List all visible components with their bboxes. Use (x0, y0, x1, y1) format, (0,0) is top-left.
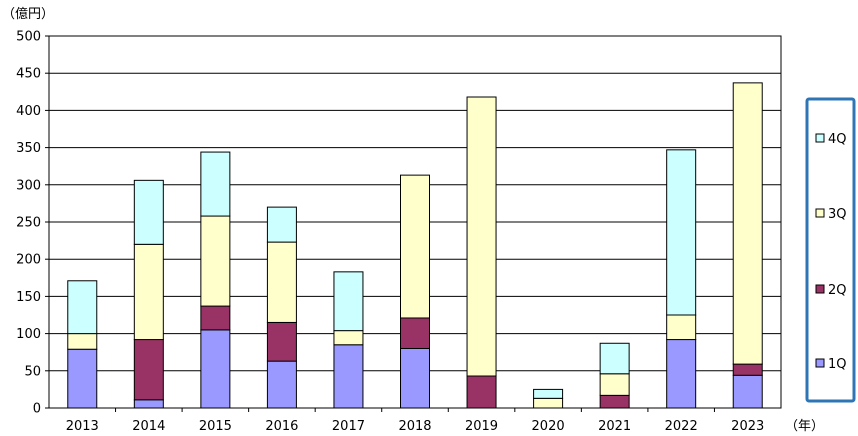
bar-segment-4q-2014 (133, 179, 164, 245)
bar-segment-3q-2015 (200, 215, 231, 307)
y-tick-label: 400 (16, 104, 41, 119)
bar-segment-1q-2016 (266, 360, 297, 409)
legend-swatch-1q (815, 358, 825, 368)
y-tick-label: 350 (16, 141, 41, 156)
bar-segment-3q-2022 (666, 314, 697, 341)
bar-segment-1q-2014 (133, 399, 164, 409)
x-axis-unit-label: （年） (785, 419, 824, 434)
legend-label-1q: 1Q (828, 357, 847, 372)
legend-swatch-4q (815, 133, 825, 143)
bar-segment-3q-2020 (533, 397, 564, 409)
legend-label-4q: 4Q (828, 132, 847, 147)
bar-segment-1q-2022 (666, 339, 697, 409)
bar-segment-3q-2017 (333, 330, 364, 346)
y-tick-label: 0 (33, 402, 41, 417)
bar-segment-2q-2016 (266, 321, 297, 362)
bar-segment-1q-2015 (200, 329, 231, 409)
y-tick-label: 150 (16, 290, 41, 305)
x-tick-label: 2020 (532, 419, 565, 434)
x-tick-label: 2014 (132, 419, 165, 434)
legend-label-3q: 3Q (828, 207, 847, 222)
bar-segment-4q-2020 (533, 388, 564, 399)
bar-segment-4q-2013 (67, 280, 98, 335)
y-axis-unit-label: （億円） (2, 6, 54, 22)
legend-box (805, 97, 856, 403)
bar-segment-2q-2021 (599, 394, 630, 409)
y-tick-label: 450 (16, 67, 41, 82)
legend-swatch-2q (815, 284, 825, 294)
bar-segment-4q-2015 (200, 151, 231, 217)
y-tick-label: 250 (16, 216, 41, 231)
legend-label-2q: 2Q (828, 283, 847, 298)
bar-segment-4q-2021 (599, 342, 630, 375)
legend-swatch-3q (815, 208, 825, 218)
x-tick-label: 2022 (665, 419, 698, 434)
bar-segment-1q-2023 (732, 374, 763, 409)
legend: 4Q 3Q 2Q 1Q (805, 97, 856, 403)
bar-segment-1q-2017 (333, 344, 364, 409)
bar-segment-3q-2014 (133, 243, 164, 341)
x-axis-ticks: 2013 2014 2015 2016 2017 2018 2019 2020 2021 2022… (66, 408, 764, 434)
x-tick-label: 2021 (598, 419, 631, 434)
bar-segment-2q-2019 (466, 375, 497, 409)
y-tick-label: 300 (16, 178, 41, 193)
x-tick-label: 2017 (332, 419, 365, 434)
bar-segment-4q-2017 (333, 271, 364, 332)
x-tick-label: 2019 (465, 419, 498, 434)
x-tick-label: 2016 (265, 419, 298, 434)
x-tick-label: 2015 (199, 419, 232, 434)
y-tick-label: 500 (16, 30, 41, 45)
y-tick-label: 50 (24, 364, 41, 379)
bar-segment-3q-2018 (400, 174, 430, 319)
bar-segment-2q-2015 (200, 305, 231, 331)
bar-segment-3q-2021 (599, 373, 630, 396)
bar-segment-1q-2018 (400, 347, 430, 409)
x-tick-label: 2018 (398, 419, 431, 434)
bar-segment-2q-2018 (400, 317, 430, 349)
bar-segment-4q-2016 (266, 206, 297, 243)
bar-segment-3q-2016 (266, 241, 297, 323)
bar-segment-3q-2023 (732, 82, 763, 365)
y-tick-label: 100 (16, 327, 41, 342)
x-tick-label: 2013 (66, 419, 99, 434)
x-tick-label: 2023 (731, 419, 764, 434)
bar-segment-3q-2019 (466, 96, 497, 377)
bars (67, 82, 763, 409)
bar-segment-2q-2023 (732, 363, 763, 376)
bar-segment-1q-2013 (67, 348, 98, 409)
bar-segment-2q-2014 (133, 339, 164, 401)
bar-segment-4q-2022 (666, 149, 697, 316)
bar-segment-3q-2013 (67, 333, 98, 350)
y-tick-label: 200 (16, 253, 41, 268)
y-axis-ticks: 0 50 100 150 200 250 300 350 400 450 500 (16, 30, 49, 417)
